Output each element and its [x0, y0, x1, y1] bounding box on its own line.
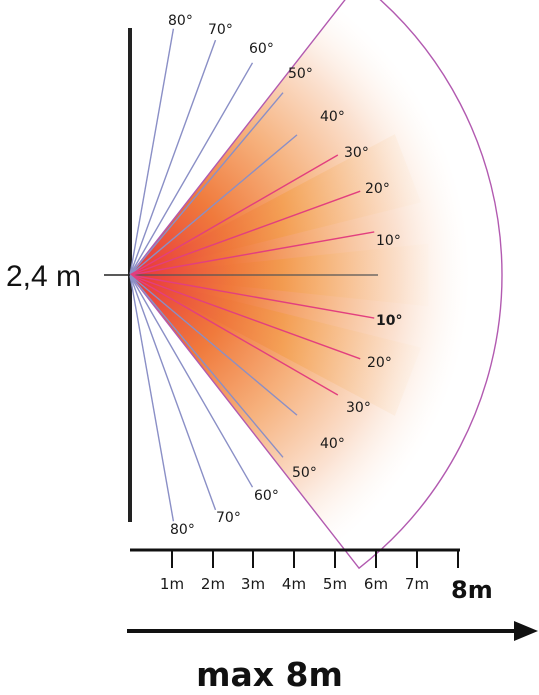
upper-ray-60	[129, 62, 254, 276]
upper-angle-label-70: 70°	[208, 22, 233, 38]
lower-ray-70	[129, 274, 217, 511]
ruler-tick-label: 3m	[241, 575, 265, 593]
fan-beam-1	[130, 275, 422, 416]
range-arrow-head	[514, 621, 538, 641]
lower-ray-20	[129, 274, 361, 360]
upper-ray-10	[129, 231, 375, 276]
lower-ray-60	[129, 274, 254, 488]
distance-ruler: 1m 2m 3m 4m 5m 6m 7m 8m	[130, 548, 493, 604]
lower-ray-50	[129, 274, 284, 458]
range-arrow	[127, 621, 538, 641]
ruler-tick-label: 1m	[160, 575, 184, 593]
lower-angle-label-60: 60°	[254, 488, 279, 504]
upper-angle-label-30: 30°	[344, 145, 369, 161]
lower-angle-label-80: 80°	[170, 522, 195, 538]
ruler-tick-label: 4m	[282, 575, 306, 593]
lower-angle-label-20: 20°	[367, 355, 392, 371]
lower-angle-label-30: 30°	[346, 400, 371, 416]
upper-ray-80	[129, 28, 175, 276]
upper-ray-20	[129, 190, 361, 276]
ruler-tick-label: 2m	[201, 575, 225, 593]
lower-angle-label-70: 70°	[216, 510, 241, 526]
upper-angle-label-20: 20°	[365, 181, 390, 197]
angle-rays	[129, 28, 375, 522]
upper-ray-40	[129, 134, 298, 276]
ruler-tick-label: 6m	[364, 575, 388, 593]
upper-angle-label-40: 40°	[320, 109, 345, 125]
detection-fan	[129, 0, 503, 570]
lower-angle-label-40: 40°	[320, 436, 345, 452]
upper-angle-label-60: 60°	[249, 41, 274, 57]
fan-outline	[129, 0, 503, 570]
lower-ray-80	[129, 274, 175, 522]
lower-ray-40	[129, 274, 298, 416]
lower-angle-label-50: 50°	[292, 465, 317, 481]
upper-angle-label-10: 10°	[376, 233, 401, 249]
lower-angle-label-10: 10°	[376, 313, 402, 329]
max-range-label: max 8m	[196, 655, 343, 694]
ruler-end-label: 8m	[451, 576, 493, 604]
ruler-tick-label: 5m	[323, 575, 347, 593]
upper-ray-30	[129, 154, 339, 276]
mount-height-label: 2,4 m	[6, 260, 81, 293]
lower-ray-10	[129, 274, 375, 319]
fan-beam-3	[130, 134, 422, 275]
upper-ray-50	[129, 92, 284, 276]
upper-angle-label-80: 80°	[168, 13, 193, 29]
upper-angle-label-50: 50°	[288, 66, 313, 82]
ruler-tick-label: 7m	[405, 575, 429, 593]
lower-ray-30	[129, 274, 339, 396]
upper-ray-70	[129, 39, 217, 276]
angle-labels: 80°70°60°50°40°30°20°10°10°20°30°40°50°6…	[168, 13, 402, 538]
